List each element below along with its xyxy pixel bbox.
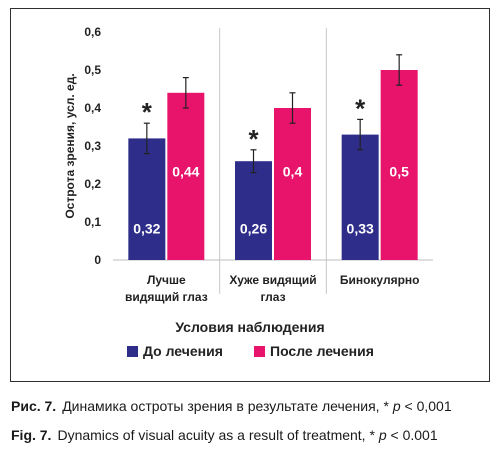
caption-en-label: Fig. 7. — [11, 427, 52, 443]
caption-ru-label: Рис. 7. — [11, 398, 57, 414]
bar-chart: 0 0,1 0,2 0,3 0,4 0,5 0,6 Острота зрения, усл. … — [63, 25, 433, 359]
figure-caption-en: Fig. 7. Dynamics of visual acuity as a re… — [11, 427, 438, 443]
x-category-label-2-line-0: Бинокулярно — [340, 273, 420, 287]
bar-s0-c0 — [128, 138, 166, 260]
data-label-s0-c2: 0,33 — [347, 220, 374, 236]
bar-s0-c2 — [341, 134, 379, 260]
y-tick-label-5: 0,5 — [84, 63, 101, 77]
bar-s1-c0 — [167, 92, 205, 260]
bar-s0-c1 — [235, 161, 272, 260]
data-label-s0-c0: 0,32 — [133, 220, 160, 236]
data-label-s1-c2: 0,5 — [389, 163, 409, 179]
legend-label-0: До лечения — [143, 343, 223, 359]
caption-en-text: Dynamics of visual acuity as a result of… — [57, 427, 379, 443]
x-axis-title: Условия наблюдения — [175, 319, 324, 335]
x-category-label-0-line-1: видящий глаз — [125, 290, 208, 304]
y-tick-label-2: 0,2 — [84, 177, 101, 191]
x-category-label-1-line-0: Хуже видящий — [229, 273, 316, 287]
y-axis-title: Острота зрения, усл. ед. — [63, 73, 77, 218]
significance-marker-c1: * — [248, 124, 259, 154]
caption-ru-text: Динамика остроты зрения в результате леч… — [62, 398, 393, 414]
x-category-label-1-line-1: глаз — [260, 290, 285, 304]
data-label-s0-c1: 0,26 — [240, 220, 267, 236]
legend-label-1: После лечения — [270, 343, 374, 359]
y-tick-label-1: 0,1 — [84, 215, 101, 229]
caption-ru-p: p — [392, 398, 401, 414]
y-tick-label-6: 0,6 — [84, 25, 101, 39]
legend-swatch-1 — [254, 346, 265, 357]
data-label-s1-c1: 0,4 — [283, 163, 303, 179]
x-category-label-0-line-0: Лучше — [147, 273, 186, 287]
significance-marker-c0: * — [142, 97, 153, 127]
bar-s1-c1 — [274, 108, 311, 260]
figure-caption-ru: Рис. 7. Динамика остроты зрения в результ… — [11, 398, 452, 414]
y-tick-label-3: 0,3 — [84, 139, 101, 153]
figure: 0 0,1 0,2 0,3 0,4 0,5 0,6 Острота зрения, усл. … — [10, 8, 490, 382]
legend-swatch-0 — [127, 346, 138, 357]
y-tick-label-4: 0,4 — [84, 101, 101, 115]
y-tick-label-0: 0 — [94, 253, 101, 267]
caption-ru-tail: < 0,001 — [400, 398, 452, 414]
caption-en-tail: < 0.001 — [386, 427, 438, 443]
significance-marker-c2: * — [355, 93, 366, 123]
data-label-s1-c0: 0,44 — [172, 163, 199, 179]
caption-en-p: p — [378, 427, 387, 443]
bar-s1-c2 — [380, 70, 418, 260]
